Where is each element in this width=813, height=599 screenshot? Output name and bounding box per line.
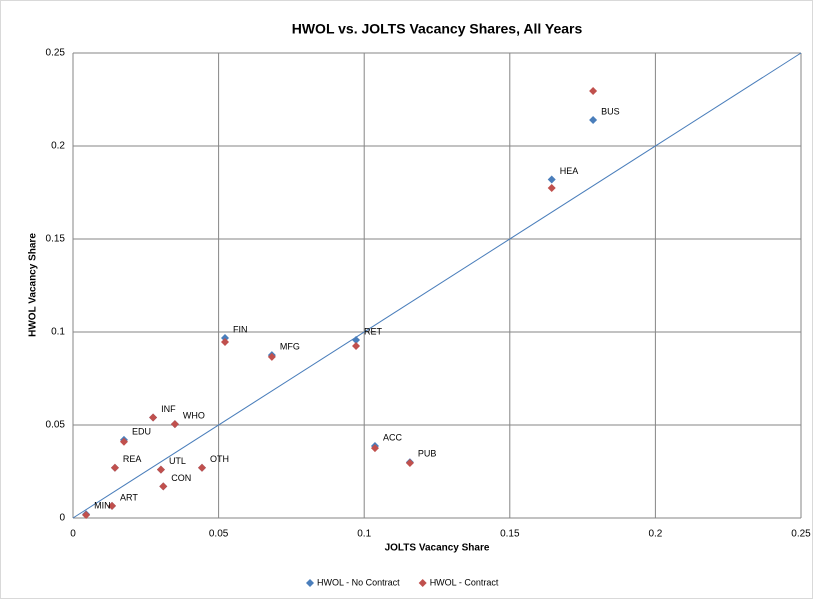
reference-line [72, 52, 802, 519]
point [149, 413, 158, 422]
point-label: EDU [132, 426, 151, 436]
point-label: HEA [560, 166, 579, 176]
point [108, 501, 117, 510]
x-tick-label: 0.15 [500, 529, 520, 540]
point [159, 482, 168, 491]
point-label: MIN [94, 501, 111, 511]
point [352, 335, 361, 344]
x-tick-label: 0 [70, 529, 76, 540]
point [267, 352, 276, 361]
point [156, 465, 165, 474]
point-label: REA [123, 454, 142, 464]
point [405, 458, 414, 467]
point-label: WHO [183, 410, 205, 420]
point [198, 463, 207, 472]
point [110, 463, 119, 472]
point [82, 511, 91, 520]
point-label: CON [171, 473, 191, 483]
legend-label: HWOL - Contract [430, 577, 499, 587]
y-tick-label: 0.25 [46, 48, 66, 59]
chart-title: HWOL vs. JOLTS Vacancy Shares, All Years [292, 21, 583, 37]
x-tick-label: 0.25 [791, 529, 811, 540]
point [370, 444, 379, 453]
point [170, 420, 179, 429]
point [589, 86, 598, 95]
point-label: PUB [418, 449, 437, 459]
legend-marker [306, 579, 314, 587]
point-label: ACC [383, 432, 403, 442]
point-label: UTL [169, 456, 186, 466]
x-tick-label: 0.05 [209, 529, 229, 540]
y-tick-label: 0.15 [46, 234, 66, 245]
point-label: RET [364, 326, 383, 336]
x-tick-label: 0.2 [648, 529, 662, 540]
point-label: ART [120, 492, 138, 502]
point [221, 338, 230, 347]
point [352, 341, 361, 350]
y-axis-title: HWOL Vacancy Share [28, 233, 39, 337]
point [547, 184, 556, 193]
legend-marker [418, 579, 427, 587]
point-label: INF [161, 404, 176, 414]
point-label: OTH [210, 454, 229, 464]
legend-label: HWOL - No Contract [317, 577, 400, 587]
point [547, 175, 556, 184]
x-axis-title: JOLTS Vacancy Share [385, 543, 490, 554]
point [119, 437, 128, 446]
y-tick-label: 0.1 [51, 327, 65, 338]
y-tick-label: 0 [59, 513, 65, 524]
point [221, 333, 230, 342]
y-tick-label: 0.05 [46, 420, 66, 431]
point-label: BUS [601, 106, 620, 116]
point [589, 115, 598, 124]
y-tick-label: 0.2 [51, 141, 65, 152]
point-label: MFG [280, 341, 300, 351]
point-label: FIN [233, 324, 248, 334]
x-tick-label: 0.1 [357, 529, 371, 540]
